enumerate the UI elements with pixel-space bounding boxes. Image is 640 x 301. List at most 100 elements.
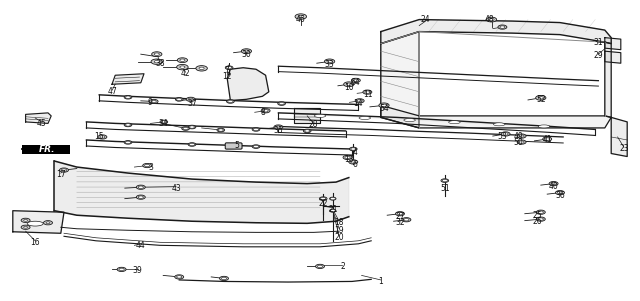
- Circle shape: [136, 195, 145, 199]
- Circle shape: [143, 163, 152, 168]
- Circle shape: [517, 140, 526, 144]
- Circle shape: [305, 130, 310, 132]
- Text: 9: 9: [148, 98, 153, 107]
- Circle shape: [324, 59, 335, 64]
- Circle shape: [327, 60, 332, 63]
- Text: 46: 46: [296, 15, 306, 24]
- Text: 3: 3: [148, 163, 153, 172]
- Circle shape: [330, 209, 335, 212]
- Circle shape: [46, 222, 50, 224]
- Circle shape: [498, 25, 507, 29]
- Circle shape: [365, 91, 370, 93]
- Text: 48: 48: [484, 15, 495, 24]
- Text: 13: 13: [344, 155, 354, 164]
- Circle shape: [381, 104, 387, 107]
- Circle shape: [138, 186, 143, 188]
- Circle shape: [349, 160, 358, 164]
- Circle shape: [124, 123, 132, 127]
- Text: 5: 5: [234, 141, 239, 150]
- Ellipse shape: [28, 221, 44, 226]
- Circle shape: [557, 191, 563, 194]
- Circle shape: [177, 58, 188, 63]
- Text: 28: 28: [309, 120, 318, 129]
- Circle shape: [241, 49, 252, 54]
- Circle shape: [189, 143, 195, 146]
- Circle shape: [154, 61, 159, 63]
- Text: 30: 30: [241, 50, 252, 59]
- Circle shape: [160, 120, 168, 124]
- Circle shape: [183, 127, 188, 130]
- Circle shape: [227, 100, 234, 103]
- Circle shape: [355, 99, 364, 103]
- Circle shape: [517, 134, 526, 138]
- Text: 4: 4: [353, 147, 358, 157]
- Text: 44: 44: [136, 241, 146, 250]
- Circle shape: [519, 141, 524, 143]
- Circle shape: [543, 137, 552, 141]
- Circle shape: [149, 99, 158, 104]
- Circle shape: [180, 59, 185, 61]
- Text: 42: 42: [180, 69, 191, 78]
- Circle shape: [100, 136, 105, 138]
- FancyBboxPatch shape: [22, 145, 70, 154]
- Circle shape: [278, 102, 285, 105]
- Polygon shape: [381, 32, 419, 128]
- Circle shape: [549, 182, 558, 186]
- Text: 23: 23: [619, 144, 629, 154]
- Text: 38: 38: [155, 59, 165, 68]
- Polygon shape: [278, 126, 563, 137]
- Circle shape: [349, 147, 357, 151]
- Text: 12: 12: [223, 72, 232, 81]
- Circle shape: [538, 211, 543, 213]
- Circle shape: [346, 83, 351, 85]
- Circle shape: [186, 97, 195, 101]
- Circle shape: [225, 66, 233, 70]
- Circle shape: [396, 212, 404, 216]
- Circle shape: [124, 95, 132, 99]
- Circle shape: [188, 98, 193, 101]
- Polygon shape: [605, 38, 621, 50]
- Circle shape: [344, 82, 354, 87]
- Circle shape: [61, 169, 67, 171]
- Circle shape: [136, 185, 145, 189]
- Polygon shape: [381, 105, 611, 128]
- Circle shape: [24, 219, 28, 221]
- Circle shape: [519, 135, 524, 137]
- Text: 53: 53: [497, 132, 508, 141]
- Polygon shape: [86, 140, 352, 149]
- Circle shape: [274, 125, 283, 129]
- Text: 31: 31: [593, 38, 604, 47]
- Circle shape: [303, 129, 311, 133]
- Polygon shape: [54, 161, 349, 223]
- Circle shape: [252, 145, 260, 148]
- Circle shape: [24, 226, 28, 228]
- Circle shape: [151, 100, 156, 103]
- Polygon shape: [99, 95, 358, 104]
- Circle shape: [196, 66, 207, 71]
- Circle shape: [199, 67, 204, 70]
- Text: 47: 47: [107, 87, 117, 96]
- Text: 41: 41: [542, 135, 552, 144]
- Ellipse shape: [359, 116, 371, 119]
- Text: 45: 45: [36, 119, 47, 128]
- Circle shape: [503, 133, 508, 135]
- Circle shape: [357, 100, 362, 102]
- Ellipse shape: [449, 121, 460, 124]
- Circle shape: [263, 110, 268, 112]
- Text: 29: 29: [593, 51, 604, 60]
- Circle shape: [217, 128, 225, 132]
- Circle shape: [442, 179, 447, 182]
- Text: 26: 26: [532, 217, 543, 226]
- Text: 21: 21: [328, 205, 337, 214]
- Circle shape: [180, 66, 185, 68]
- Text: 43: 43: [171, 184, 181, 193]
- Circle shape: [351, 148, 356, 150]
- Circle shape: [188, 143, 196, 146]
- Circle shape: [402, 218, 411, 222]
- Text: 64: 64: [350, 78, 360, 87]
- Text: 24: 24: [420, 15, 431, 24]
- FancyBboxPatch shape: [225, 143, 242, 149]
- Text: 19: 19: [334, 226, 344, 235]
- Polygon shape: [278, 113, 595, 129]
- Circle shape: [145, 164, 150, 167]
